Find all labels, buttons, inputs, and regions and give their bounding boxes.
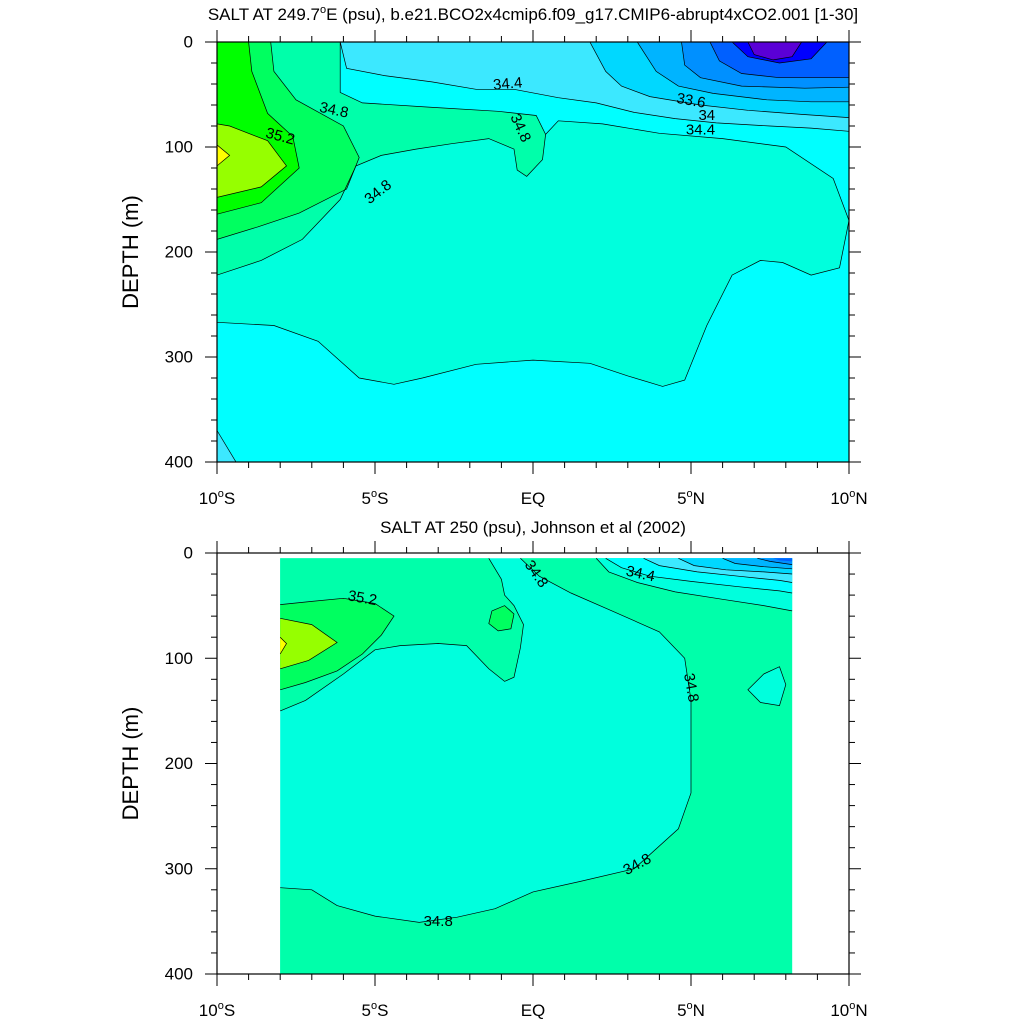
y-tick-label: 100 [165, 649, 193, 668]
chart-title: SALT AT 250 (psu), Johnson et al (2002) [380, 518, 686, 537]
contour-line [280, 597, 395, 691]
contour-label: 35.2 [264, 125, 297, 149]
contour-line [217, 42, 300, 215]
salinity-region-33-2 [773, 558, 793, 562]
contour-label: 34.8 [318, 99, 350, 122]
salinity-region-35-4 [280, 637, 287, 654]
contour-label: 34.8 [424, 913, 453, 930]
y-tick-label: 400 [165, 453, 193, 472]
y-tick-label: 0 [184, 544, 193, 563]
contour-label: 33.6 [675, 90, 707, 112]
contour-line [280, 558, 524, 712]
contour-line [731, 42, 828, 64]
contour-line [757, 557, 793, 565]
contour-line [722, 557, 793, 570]
salinity-region-34-8 [280, 558, 793, 974]
y-tick-label: 300 [165, 859, 193, 878]
contour-label: 34.8 [680, 672, 702, 704]
contour-line [595, 558, 793, 612]
y-tick-label: 200 [165, 243, 193, 262]
contour-label: 34 [698, 107, 715, 124]
contour-line [747, 666, 787, 706]
contour-line [280, 558, 692, 923]
salinity-region-35-4 [217, 123, 287, 198]
contour-line [589, 42, 849, 118]
salinity-region-35-2 [280, 618, 338, 669]
contour-line [217, 123, 287, 198]
x-tick-label: EQ [521, 489, 546, 508]
contour-line [217, 144, 231, 167]
y-axis-label: DEPTH (m) [118, 195, 143, 309]
contour-line [217, 430, 237, 462]
contour-line [279, 636, 287, 655]
x-tick-label: 5oN [677, 488, 705, 508]
y-tick-label: 400 [165, 965, 193, 984]
contour-line [217, 120, 849, 387]
contour-label: 34.4 [624, 563, 656, 586]
salinity-region-34-8 [217, 42, 546, 276]
contour-line [217, 42, 360, 240]
contour-line [280, 617, 338, 670]
x-tick-label: 10oS [199, 1000, 235, 1020]
x-tick-label: 10oN [830, 488, 867, 508]
y-tick-label: 0 [184, 33, 193, 52]
contour-line [217, 42, 546, 276]
x-tick-label: 5oN [677, 1000, 705, 1020]
contour-line [678, 557, 793, 575]
contour-line [488, 605, 515, 632]
salinity-region-34-6 [217, 120, 849, 387]
contour-line [637, 42, 849, 103]
x-tick-label: EQ [521, 1001, 546, 1020]
contour-label: 34.4 [492, 74, 523, 93]
salinity-region-34-8 [280, 558, 524, 711]
salinity-region-35-6 [217, 144, 230, 166]
x-tick-label: 10oS [199, 488, 235, 508]
y-tick-label: 200 [165, 754, 193, 773]
contour-line [643, 557, 793, 583]
salinity-region-35 [280, 598, 394, 690]
contour-line [339, 42, 849, 132]
axis-ticks [205, 541, 861, 986]
contour-line [709, 42, 849, 79]
salinity-region-34-8 [747, 666, 786, 706]
contour-label: 35.2 [347, 587, 379, 609]
y-tick-label: 100 [165, 138, 193, 157]
contour-line [681, 42, 849, 89]
contour-line [747, 42, 802, 61]
x-tick-label: 10oN [830, 1000, 867, 1020]
y-tick-label: 300 [165, 348, 193, 367]
y-axis-label: DEPTH (m) [118, 707, 143, 821]
x-tick-label: 5oS [362, 488, 389, 508]
salinity-region-35 [488, 605, 514, 631]
x-tick-label: 5oS [362, 1000, 389, 1020]
axis-ticks [205, 30, 861, 474]
chart-title: SALT AT 249.7oE (psu), b.e21.BCO2x4cmip6… [208, 4, 858, 24]
salinity-region-32-8 [747, 42, 802, 60]
contour-line [605, 557, 793, 594]
contour-label: 34.4 [686, 122, 715, 139]
